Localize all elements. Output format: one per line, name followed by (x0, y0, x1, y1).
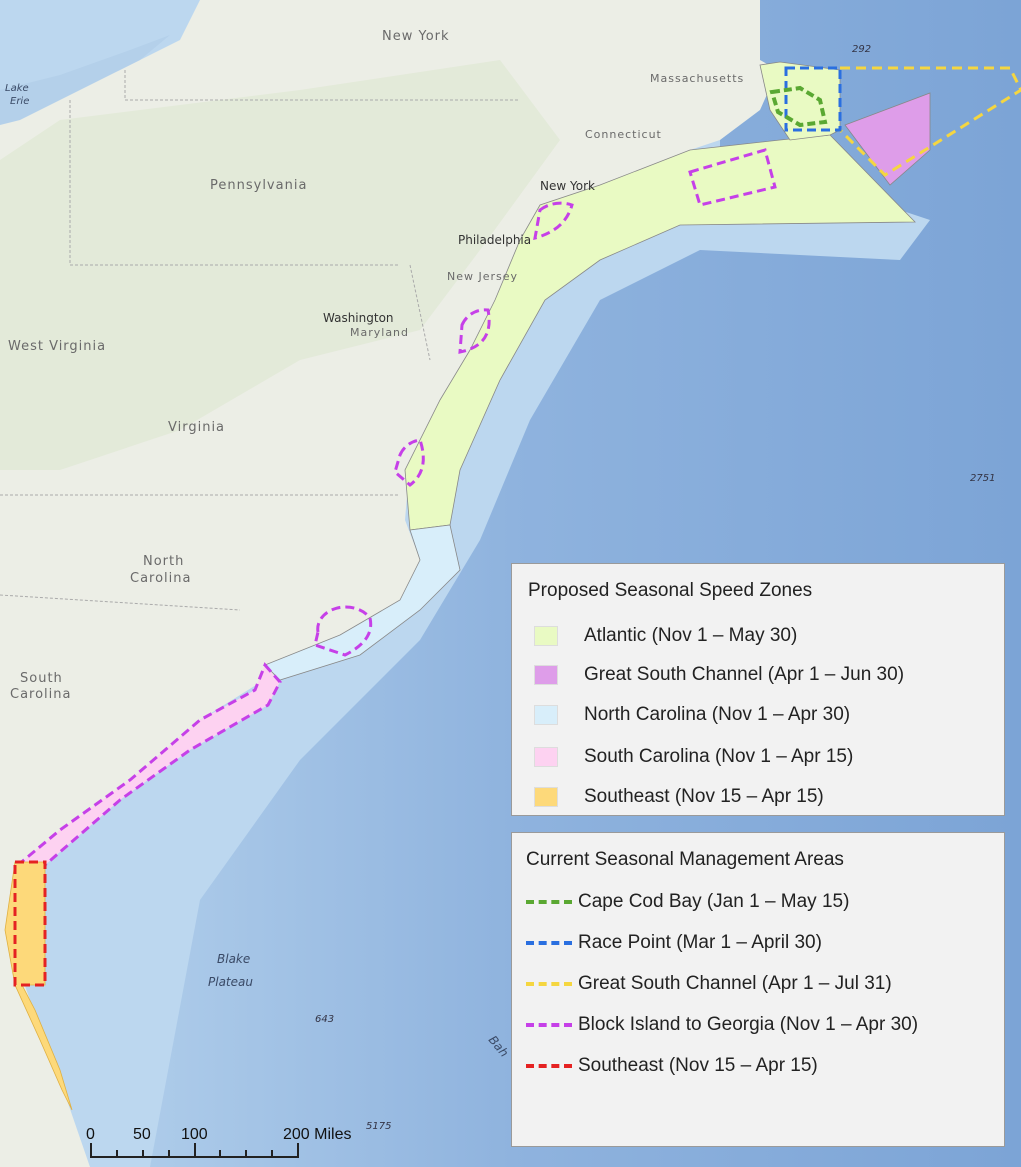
legend-item-race-point: Race Point (Mar 1 – April 30) (526, 922, 1004, 963)
legend-label: Atlantic (Nov 1 – May 30) (584, 624, 798, 646)
swatch-atlantic (534, 625, 558, 646)
legend-label: Southeast (Nov 15 – Apr 15) (578, 1054, 818, 1076)
legend-label: Great South Channel (Apr 1 – Jul 31) (578, 972, 892, 994)
legend-label: North Carolina (Nov 1 – Apr 30) (584, 704, 851, 725)
sma-block-island-to-georgia[interactable] (313, 148, 777, 657)
label-north-carolina: North (143, 554, 184, 569)
legend-item-great-south-channel: Great South Channel (Apr 1 – Jun 30) (528, 655, 1004, 694)
label-lake-erie-2: Erie (10, 96, 29, 107)
line-race-point (526, 940, 572, 945)
label-west-virginia: West Virginia (8, 339, 106, 354)
line-cape-cod-bay (526, 899, 572, 904)
depth-label: 643 (315, 1014, 334, 1025)
scale-tick-200: 200 Miles (283, 1126, 351, 1143)
legend-label: South Carolina (Nov 1 – Apr 15) (584, 746, 854, 767)
legend-item-great-south-channel-sma: Great South Channel (Apr 1 – Jul 31) (526, 963, 1004, 1004)
legend-current-areas: Current Seasonal Management Areas Cape C… (511, 832, 1005, 1147)
legend-label: Cape Cod Bay (Jan 1 – May 15) (578, 890, 850, 912)
legend-item-south-carolina: South Carolina (Nov 1 – Apr 15) (528, 736, 1004, 778)
label-massachusetts: Massachusetts (650, 72, 744, 85)
depth-label: 5175 (366, 1121, 391, 1132)
state-borders (0, 70, 520, 611)
zone-cape-cod[interactable] (759, 61, 841, 141)
label-virginia: Virginia (168, 420, 225, 435)
sma-race-point[interactable] (784, 66, 842, 132)
line-southeast (526, 1063, 572, 1068)
label-philadelphia: Philadelphia (458, 233, 531, 247)
legend-item-atlantic: Atlantic (Nov 1 – May 30) (528, 616, 1004, 655)
scale-tick-0: 0 (86, 1126, 95, 1143)
label-new-york-state: New York (382, 29, 450, 44)
legend-item-block-island: Block Island to Georgia (Nov 1 – Apr 30) (526, 1004, 1004, 1045)
legend-item-cape-cod-bay: Cape Cod Bay (Jan 1 – May 15) (526, 881, 1004, 922)
legend-label: Southeast (Nov 15 – Apr 15) (584, 786, 824, 807)
legend-label: Race Point (Mar 1 – April 30) (578, 931, 822, 953)
lake-erie (0, 35, 170, 125)
legend-label: Great South Channel (Apr 1 – Jun 30) (584, 663, 905, 685)
depth-label: 2751 (970, 473, 995, 484)
label-connecticut: Connecticut (585, 128, 662, 141)
legend-item-southeast: Southeast (Nov 15 – Apr 15) (528, 778, 1004, 816)
legend-item-north-carolina: North Carolina (Nov 1 – Apr 30) (528, 694, 1004, 736)
swatch-great-south-channel (534, 664, 558, 685)
label-blake-plateau-2: Plateau (208, 975, 253, 989)
label-new-york-city: New York (540, 179, 595, 193)
legend-proposed-zones: Proposed Seasonal Speed Zones Atlantic (… (511, 563, 1005, 816)
label-pennsylvania: Pennsylvania (210, 178, 307, 193)
sma-cape-cod-bay[interactable] (769, 85, 828, 128)
label-new-jersey: New Jersey (447, 270, 518, 283)
sma-great-south-channel[interactable] (838, 66, 1021, 177)
line-great-south-channel (526, 981, 572, 986)
legend-proposed-title: Proposed Seasonal Speed Zones (528, 580, 813, 601)
scale-tick-100: 100 (181, 1126, 208, 1143)
label-south-carolina: South (20, 671, 63, 686)
swatch-north-carolina (534, 705, 558, 725)
label-maryland: Maryland (350, 326, 409, 339)
legend-item-southeast-sma: Southeast (Nov 15 – Apr 15) (526, 1045, 1004, 1086)
legend-current-title: Current Seasonal Management Areas (526, 849, 844, 870)
depth-label: 292 (852, 44, 871, 55)
swatch-south-carolina (534, 747, 558, 767)
label-south-carolina-2: Carolina (10, 687, 72, 702)
scale-tick-50: 50 (133, 1126, 151, 1143)
line-block-island (526, 1022, 572, 1027)
label-blake-plateau: Blake (217, 952, 250, 966)
legend-label: Block Island to Georgia (Nov 1 – Apr 30) (578, 1013, 919, 1035)
label-north-carolina-2: Carolina (130, 571, 192, 586)
sma-southeast[interactable] (13, 860, 47, 987)
swatch-southeast (534, 787, 558, 807)
scale-bar (90, 1143, 299, 1158)
label-lake-erie: Lake (5, 83, 29, 94)
label-washington: Washington (323, 311, 394, 325)
